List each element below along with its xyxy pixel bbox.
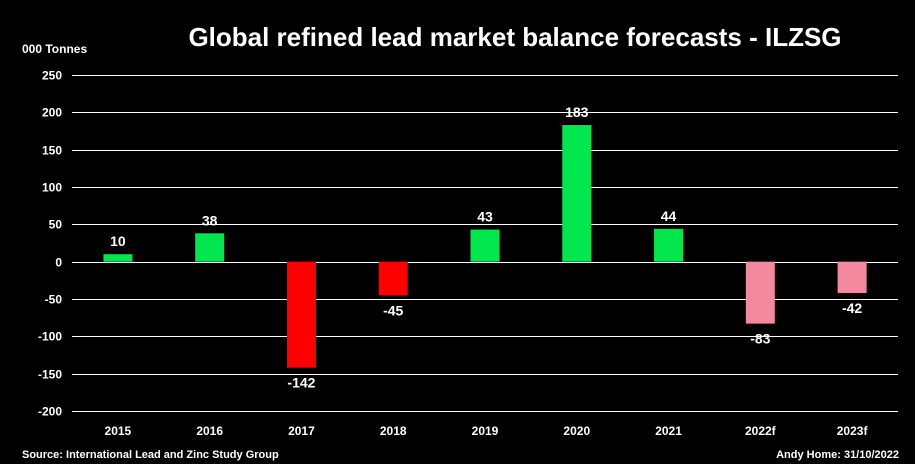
chart-title: Global refined lead market balance forec…	[188, 22, 842, 52]
x-tick-label: 2016	[196, 424, 223, 438]
y-tick-label: 100	[42, 181, 62, 195]
data-label: -142	[287, 375, 315, 391]
author-credit: Andy Home: 31/10/2022	[776, 449, 899, 461]
bar	[837, 261, 867, 294]
y-tick-label: 250	[42, 69, 62, 83]
x-tick-label: 2017	[288, 424, 315, 438]
data-label: 38	[202, 212, 218, 228]
y-tick-label: 0	[55, 256, 62, 270]
bar	[562, 125, 592, 262]
y-tick-label: -100	[38, 330, 62, 344]
bar	[378, 261, 408, 296]
y-tick-label: -200	[38, 405, 62, 419]
data-labels: 10 38 -142 -45 43 183 44 -83 -42	[110, 104, 862, 391]
bar	[654, 228, 684, 262]
bar	[103, 254, 133, 262]
x-tick-label: 2020	[563, 424, 590, 438]
y-tick-label: 150	[42, 144, 62, 158]
source-note: Source: International Lead and Zinc Stud…	[22, 449, 279, 461]
x-tick-label: 2018	[380, 424, 407, 438]
x-axis-ticks: 2015 2016 2017 2018 2019 2020 2021 2022f 2023f	[105, 424, 869, 438]
bar	[286, 261, 316, 368]
y-tick-label: 200	[42, 106, 62, 120]
x-tick-label: 2015	[105, 424, 132, 438]
y-tick-label: 50	[49, 218, 63, 232]
x-tick-label: 2023f	[837, 424, 869, 438]
bar	[195, 233, 225, 262]
y-axis-label: 000 Tonnes	[22, 42, 88, 56]
data-label: -45	[383, 302, 403, 318]
x-tick-label: 2022f	[745, 424, 777, 438]
gridlines	[72, 75, 898, 412]
bars	[103, 125, 867, 368]
y-tick-label: -150	[38, 368, 62, 382]
data-label: 43	[477, 209, 493, 225]
data-label: 10	[110, 233, 126, 249]
x-tick-label: 2019	[472, 424, 499, 438]
y-axis-ticks: 250 200 150 100 50 0 -50 -100 -150 -200	[38, 69, 62, 419]
data-label: 183	[565, 104, 589, 120]
data-label: 44	[661, 208, 677, 224]
bar	[745, 261, 775, 324]
data-label: -42	[842, 300, 862, 316]
y-tick-label: -50	[45, 293, 63, 307]
bar	[470, 229, 500, 262]
x-tick-label: 2021	[655, 424, 682, 438]
data-label: -83	[750, 331, 770, 347]
